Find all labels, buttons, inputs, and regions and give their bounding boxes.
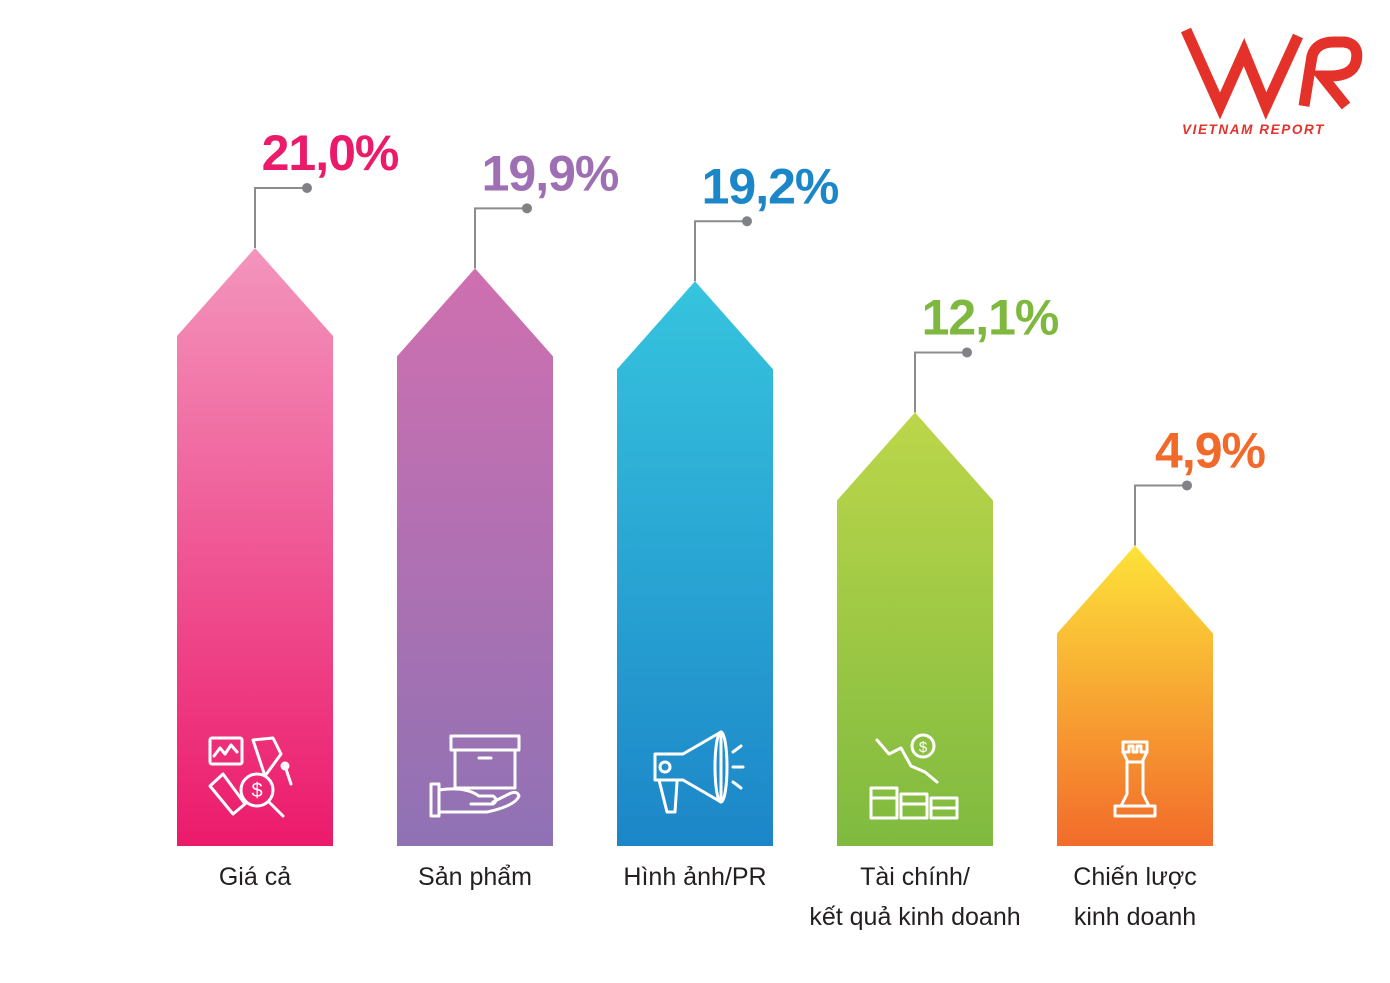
leader-dot xyxy=(742,216,752,227)
svg-text:$: $ xyxy=(919,739,928,756)
bar-4 xyxy=(837,412,993,846)
chess-rook-icon xyxy=(1113,740,1157,818)
vnr-logo: VIETNAM REPORT xyxy=(1170,22,1370,142)
bar-2 xyxy=(397,268,553,846)
bar-5 xyxy=(1057,545,1213,846)
vnr-logo-text: VIETNAM REPORT xyxy=(1182,122,1325,137)
price-analysis-icon: $ xyxy=(208,736,293,818)
category-label: Tài chính/ xyxy=(860,863,970,891)
leader-line xyxy=(474,207,527,269)
bar-1 xyxy=(177,248,333,846)
category-label: Chiến lược xyxy=(1073,863,1196,891)
category-label: kết quả kinh doanh xyxy=(809,903,1020,931)
value-label: 12,1% xyxy=(922,289,1059,345)
leader-dot xyxy=(1182,480,1192,491)
category-label: Sản phẩm xyxy=(418,863,532,891)
product-box-hand-icon xyxy=(429,734,521,818)
bar-3 xyxy=(617,281,773,846)
leader-dot xyxy=(962,347,972,358)
value-label: 21,0% xyxy=(262,125,399,181)
leader-line xyxy=(254,187,307,248)
category-label: Giá cả xyxy=(219,863,291,891)
category-label: kinh doanh xyxy=(1074,903,1196,931)
megaphone-icon xyxy=(653,730,745,814)
value-label: 4,9% xyxy=(1155,422,1266,478)
leader-line xyxy=(914,351,967,413)
leader-dot xyxy=(302,183,312,193)
leader-line xyxy=(1134,484,1187,546)
svg-text:$: $ xyxy=(251,780,262,802)
value-label: 19,2% xyxy=(702,158,839,214)
leader-dot xyxy=(522,203,532,214)
category-label: Hình ảnh/PR xyxy=(623,863,766,891)
leader-line xyxy=(694,220,747,282)
value-label: 19,9% xyxy=(482,145,619,201)
vnr-logo-mark xyxy=(1180,27,1363,120)
finance-money-icon: $ xyxy=(869,733,959,820)
